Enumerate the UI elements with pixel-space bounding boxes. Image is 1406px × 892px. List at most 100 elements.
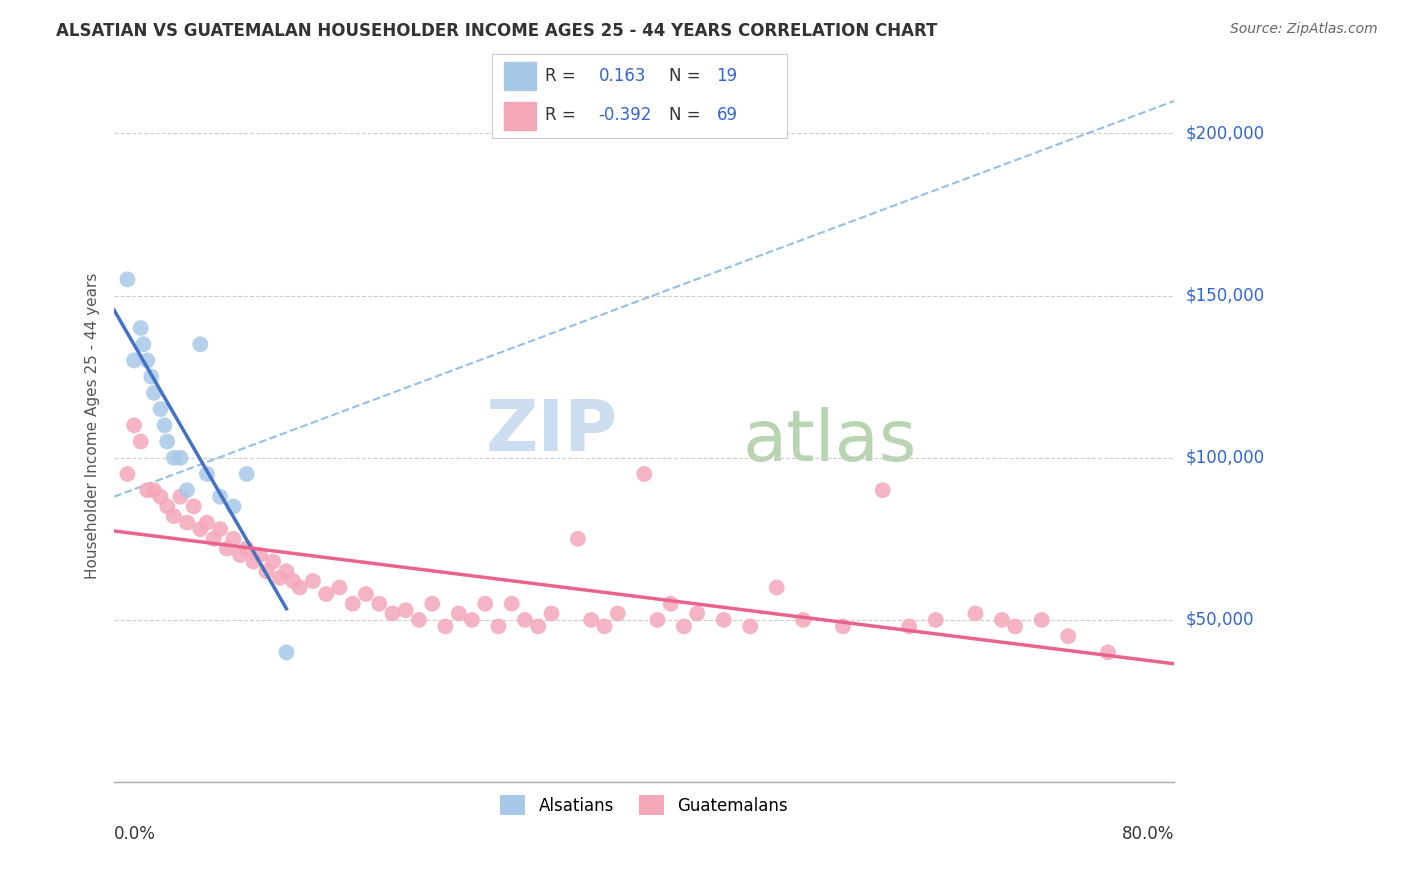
Point [395,603,418,617]
Point [169,450,191,465]
Point [579,613,602,627]
Point [222,500,245,514]
Point [898,619,921,633]
Point [169,490,191,504]
Point [1004,619,1026,633]
Point [276,564,298,578]
Point [276,645,298,659]
Point [461,613,484,627]
Point [188,522,211,536]
Point [209,490,232,504]
Point [686,607,709,621]
Point [149,402,172,417]
Point [408,613,430,627]
Point [447,607,470,621]
Point [647,613,669,627]
Point [420,597,443,611]
Point [342,597,364,611]
Point [713,613,735,627]
Point [183,500,205,514]
Point [122,353,145,368]
Point [156,434,179,449]
Point [1057,629,1080,643]
Point [153,418,176,433]
Text: 19: 19 [717,67,738,85]
Text: ZIP: ZIP [485,397,617,467]
Point [122,418,145,433]
Point [256,564,278,578]
Point [672,619,695,633]
Text: $150,000: $150,000 [1185,286,1264,304]
Point [606,607,628,621]
Point [163,450,186,465]
Point [740,619,762,633]
Text: -0.392: -0.392 [599,106,652,124]
Point [195,516,218,530]
Point [281,574,304,588]
Text: 69: 69 [717,106,738,124]
Point [501,597,523,611]
Point [269,571,291,585]
Point [129,321,152,335]
Point [117,467,139,481]
Text: $100,000: $100,000 [1185,449,1264,467]
Text: $50,000: $50,000 [1185,611,1254,629]
Point [540,607,562,621]
Point [142,385,165,400]
Point [242,555,264,569]
Text: N =: N = [669,106,700,124]
Text: $200,000: $200,000 [1185,124,1264,143]
Point [141,369,163,384]
Point [434,619,457,633]
Bar [503,102,537,130]
Point [215,541,238,556]
Point [567,532,589,546]
Legend: Alsatians, Guatemalans: Alsatians, Guatemalans [492,787,796,823]
Point [195,467,218,481]
Point [527,619,550,633]
Point [188,337,211,351]
Y-axis label: Householder Income Ages 25 - 44 years: Householder Income Ages 25 - 44 years [86,272,100,579]
Point [249,548,271,562]
Point [513,613,536,627]
Point [792,613,814,627]
Point [209,522,232,536]
Point [163,509,186,524]
Point [202,532,225,546]
Point [149,490,172,504]
Point [872,483,894,498]
Point [991,613,1014,627]
Point [156,500,179,514]
Point [132,337,155,351]
Point [288,581,311,595]
Point [142,483,165,498]
Point [381,607,404,621]
Point [315,587,337,601]
Point [262,555,284,569]
Bar [503,62,537,90]
Text: 0.163: 0.163 [599,67,645,85]
Point [235,541,257,556]
Text: Source: ZipAtlas.com: Source: ZipAtlas.com [1230,22,1378,37]
Point [229,548,252,562]
Point [1097,645,1119,659]
Text: R =: R = [546,106,576,124]
Point [129,434,152,449]
Point [965,607,987,621]
Point [633,467,655,481]
Point [474,597,496,611]
Point [765,581,787,595]
Point [368,597,391,611]
Point [176,483,198,498]
Point [117,272,139,286]
Point [235,467,257,481]
Text: N =: N = [669,67,700,85]
Point [176,516,198,530]
Point [136,353,159,368]
Point [925,613,948,627]
Point [1031,613,1053,627]
Point [659,597,682,611]
Text: ALSATIAN VS GUATEMALAN HOUSEHOLDER INCOME AGES 25 - 44 YEARS CORRELATION CHART: ALSATIAN VS GUATEMALAN HOUSEHOLDER INCOM… [56,22,938,40]
Point [136,483,159,498]
Point [354,587,377,601]
